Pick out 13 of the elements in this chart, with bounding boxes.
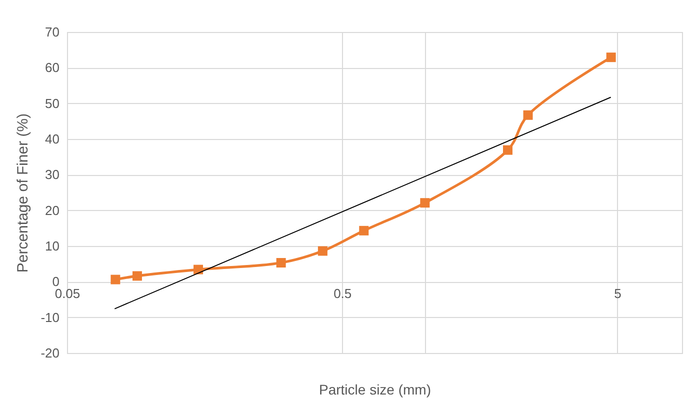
- x-tick-label: 5: [614, 286, 622, 302]
- y-tick-label: 30: [45, 167, 60, 182]
- y-tick-label: 40: [45, 132, 60, 146]
- y-tick-label: 20: [45, 202, 60, 218]
- y-tick-label: -20: [40, 346, 60, 360]
- x-axis-title: Particle size (mm): [318, 382, 432, 398]
- y-tick-label: 10: [45, 238, 60, 254]
- x-tick-label: 0.5: [334, 286, 352, 302]
- y-axis-title: Percentage of Finer (%): [14, 113, 32, 273]
- y-tick-label: 60: [45, 60, 60, 76]
- y-tick-label: 50: [45, 96, 60, 111]
- y-tick-label: -10: [40, 310, 60, 325]
- y-tick-label: 70: [45, 24, 60, 40]
